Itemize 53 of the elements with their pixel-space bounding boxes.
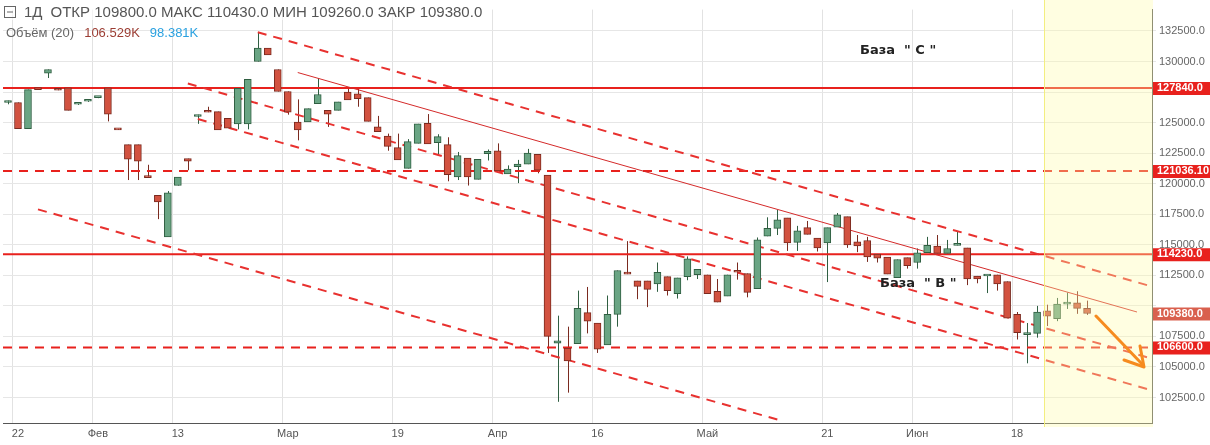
x-tick-label: Мар bbox=[276, 427, 299, 440]
y-tick-label: 132500.0 bbox=[1159, 24, 1205, 37]
x-tick-label: 22 bbox=[11, 427, 25, 440]
y-tick-label: 125000.0 bbox=[1159, 115, 1205, 128]
y-tick-label: 107500.0 bbox=[1159, 329, 1205, 342]
chart-title: 1Д bbox=[24, 3, 43, 20]
ref-line-label: 114230.0 bbox=[1157, 247, 1203, 260]
x-tick-label: 13 bbox=[171, 427, 184, 440]
candlestick bbox=[1023, 322, 1031, 364]
ref-line-label: 127840.0 bbox=[1157, 80, 1203, 93]
y-tick-label: 117500.0 bbox=[1159, 207, 1205, 220]
candlestick bbox=[913, 247, 922, 270]
y-tick-label: 105000.0 bbox=[1159, 360, 1205, 373]
candlestick bbox=[863, 236, 872, 263]
candlestick bbox=[124, 144, 132, 181]
annotation: База " B " bbox=[880, 275, 957, 290]
candlestick bbox=[783, 217, 792, 252]
x-tick-label: Фев bbox=[87, 427, 109, 440]
x-tick-label: 18 bbox=[1010, 427, 1024, 440]
x-tick-label: 19 bbox=[391, 427, 404, 440]
candlestick bbox=[253, 31, 262, 63]
chart-subtitle: ОТКР 109800.0 МАКС 110430.0 МИН 109260.0 ЗАКР 109380.0 bbox=[50, 3, 483, 20]
y-tick-label: 130000.0 bbox=[1159, 54, 1205, 67]
text: 109380.0 bbox=[1157, 306, 1203, 319]
candlestick bbox=[823, 227, 832, 283]
candlestick bbox=[533, 153, 542, 174]
candlestick bbox=[1013, 311, 1021, 340]
y-tick-label: 120000.0 bbox=[1159, 176, 1205, 189]
candlestick bbox=[154, 194, 162, 220]
annotation: Объём (20) bbox=[6, 25, 75, 40]
annotation: 98.381K bbox=[149, 25, 199, 40]
candlestick bbox=[1073, 290, 1081, 315]
y-tick-label: 112500.0 bbox=[1159, 268, 1205, 281]
ref-line-label: 121036.10 bbox=[1157, 164, 1209, 177]
annotation: 106.529K bbox=[84, 25, 140, 40]
candlestick bbox=[1043, 304, 1051, 327]
y-tick-label: 115000.0 bbox=[1159, 237, 1205, 250]
ref-line-label: 106600.0 bbox=[1157, 340, 1203, 353]
y-tick-label: 122500.0 bbox=[1159, 146, 1205, 159]
annotation: База " C " bbox=[860, 42, 937, 57]
candlestick bbox=[313, 77, 322, 105]
candlestick bbox=[134, 144, 142, 181]
candlestick bbox=[1033, 305, 1041, 339]
candlestick bbox=[793, 225, 802, 252]
candlestick bbox=[293, 98, 302, 141]
y-tick-label: 102500.0 bbox=[1159, 390, 1205, 403]
x-tick-label: Апр bbox=[487, 427, 508, 440]
x-tick-label: Май bbox=[696, 427, 719, 440]
x-tick-label: Июн bbox=[906, 427, 929, 440]
candlestick bbox=[773, 209, 782, 236]
x-tick-label: 16 bbox=[591, 427, 604, 440]
candlestick bbox=[433, 133, 442, 157]
x-tick-label: 21 bbox=[821, 427, 834, 440]
